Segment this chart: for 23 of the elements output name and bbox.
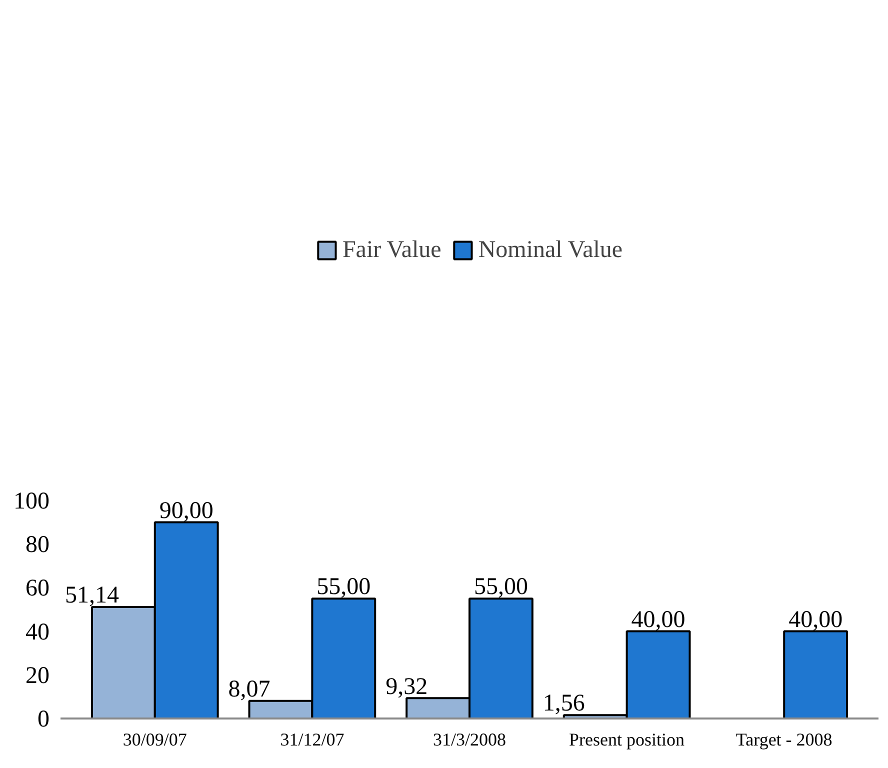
y-tick-label: 80 (26, 532, 50, 558)
y-tick-label: 20 (26, 662, 50, 689)
x-tick-label: Present position (569, 730, 685, 750)
data-label: 55,00 (316, 574, 371, 600)
legend-label: Fair Value (342, 236, 442, 264)
data-label: 55,00 (474, 574, 528, 600)
data-label: 40,00 (631, 606, 686, 633)
y-tick-label: 40 (26, 619, 50, 646)
y-tick-label: 0 (38, 706, 50, 732)
data-label: 90,00 (159, 498, 214, 524)
x-tick-label: 30/09/07 (122, 730, 187, 750)
data-label: 8,07 (228, 676, 270, 703)
bar (783, 630, 848, 718)
data-label: 51,14 (64, 582, 119, 609)
data-label: 1,56 (542, 690, 585, 717)
y-tick-label: 60 (26, 576, 50, 602)
y-tick-label: 100 (14, 488, 50, 514)
x-tick-label: Target - 2008 (736, 730, 832, 750)
data-label: 40,00 (788, 606, 843, 633)
x-tick-label: 31/12/07 (280, 730, 344, 750)
data-label: 9,32 (386, 674, 428, 700)
legend-label: Nominal Value (478, 236, 623, 264)
x-tick-label: 31/3/2008 (433, 730, 506, 750)
